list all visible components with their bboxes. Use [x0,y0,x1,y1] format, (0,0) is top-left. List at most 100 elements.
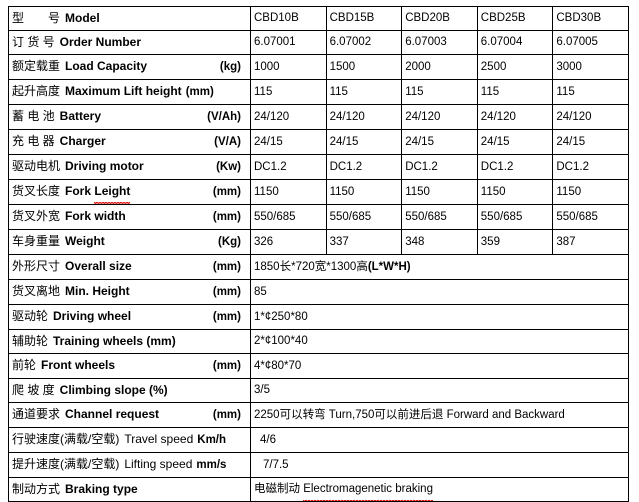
fork-leight-cbd15b: 1150 [325,179,403,205]
table-row: 提升速度(满载/空载) Lifting speed mm/s 7/7.5 [8,452,629,478]
order-number-cbd15b: 6.07002 [325,30,403,55]
label-chinese: 货叉离地 [12,284,61,298]
driving-wheel-label-cell: 驱动轮 Driving wheel (mm) [8,304,251,330]
label-unit: (mm) [212,211,241,223]
label-chinese: 型 号 [12,11,61,25]
label-chinese: 驱动电机 [12,159,61,173]
column-header-cbd30b: CBD30B [552,6,629,31]
lifting-speed-value: 7/7.5 [250,452,629,478]
fork-width-cbd20b: 550/685 [401,204,478,230]
battery-label-cell: 蓄 电 池 Battery (V/Ah) [8,104,251,130]
label-chinese: 额定载重 [12,59,61,73]
fork-leight-cbd30b: 1150 [552,179,629,205]
min-height-label-cell: 货叉离地 Min. Height (mm) [8,279,251,305]
maximum-lift-height-cbd15b: 115 [325,79,403,105]
table-row: 通道要求 Channel request (mm) 2250可以转弯 Turn,750… [8,402,629,428]
label-unit: (mm) [212,409,241,421]
weight-cbd15b: 337 [325,229,403,255]
order-number-cbd30b: 6.07005 [552,30,629,55]
specification-sheet: 型 号 Model CBD10B CBD15B CBD20B CBD25B CBD30B 订 … [8,6,629,502]
order-number-cbd25b: 6.07004 [476,30,554,55]
value-part: 宽 [314,260,327,273]
fork-width-label-cell: 货叉外宽 Fork width (mm) [8,204,251,230]
driving-motor-cbd25b: DC1.2 [476,154,554,180]
table-row: 行驶速度(满载/空载) Travel speed Km/h 4/6 [8,427,629,453]
driving-motor-label-cell: 驱动电机 Driving motor (Kw) [8,154,251,180]
column-header-cbd20b: CBD20B [401,6,478,31]
label-english: Braking type [65,482,138,496]
label-chinese: 通道要求 [12,407,61,421]
label-unit: (mm) [185,86,214,98]
table-row: 前轮 Front wheels (mm) 4*¢80*70 [8,353,629,379]
charger-cbd10b: 24/15 [250,129,327,155]
label-english: Driving motor [65,159,144,173]
driving-motor-cbd30b: DC1.2 [552,154,629,180]
order-number-label-cell: 订 货 号 Order Number [8,30,251,55]
table-row: 货叉外宽 Fork width (mm) 550/685 550/685 550/685 5… [8,204,629,230]
label-english: Fork width [65,209,126,223]
label-english: Fork Leight [65,181,131,204]
label-english: Min. Height [65,284,130,298]
driving-motor-cbd15b: DC1.2 [325,154,403,180]
label-chinese: 蓄 电 池 [12,109,55,123]
weight-cbd10b: 326 [250,229,327,255]
order-number-cbd10b: 6.07001 [250,30,327,55]
label-chinese: 前轮 [12,358,37,372]
maximum-lift-height-label-cell: 起升高度 Maximum Lift height (mm) [8,79,251,105]
column-header-cbd25b: CBD25B [476,6,554,31]
load-capacity-cbd25b: 2500 [476,54,554,80]
fork-width-cbd10b: 550/685 [250,204,327,230]
table-row: 外形尺寸 Overall size (mm) 1850长*720宽*1300高(L*W… [8,254,629,280]
weight-cbd30b: 387 [552,229,629,255]
table-row: 额定载重 Load Capacity (kg) 1000 1500 2000 2500 300… [8,54,629,80]
label-chinese: 行驶速度(满载/空载) [12,432,120,446]
maximum-lift-height-cbd25b: 115 [476,79,554,105]
label-unit: Km/h [197,434,227,446]
label-chinese: 外形尺寸 [12,259,61,273]
front-wheels-value: 4*¢80*70 [250,353,629,379]
value-part: *720 [291,260,315,273]
label-unit: (mm) [212,360,241,372]
label-english: Channel request [65,407,160,421]
climbing-slope-label-cell: 爬 坡 度 Climbing slope (%) [8,378,251,403]
label-english: Lifting speed [124,457,193,471]
fork-width-cbd25b: 550/685 [476,204,554,230]
table-row: 制动方式 Braking type 电磁制动 Electromagenetic br… [8,477,629,502]
label-english: Battery [59,109,102,123]
channel-request-label-cell: 通道要求 Channel request (mm) [8,402,251,428]
label-english: Maximum Lift height [65,84,182,98]
label-english: Weight [65,234,105,248]
overall-size-label-cell: 外形尺寸 Overall size (mm) [8,254,251,280]
table-row: 爬 坡 度 Climbing slope (%) 3/5 [8,378,629,403]
load-capacity-cbd20b: 2000 [401,54,478,80]
fork-leight-cbd10b: 1150 [250,179,327,205]
value-part: *1300 [326,260,357,273]
table-row: 起升高度 Maximum Lift height (mm) 115 115 115 115 1… [8,79,629,105]
label-unit: mm/s [196,459,227,471]
weight-label-cell: 车身重量 Weight (Kg) [8,229,251,255]
label-unit: (V/A) [214,136,241,148]
front-wheels-label-cell: 前轮 Front wheels (mm) [8,353,251,379]
channel-request-value: 2250可以转弯 Turn,750可以前进后退 Forward and Back… [250,402,629,428]
specification-table: 型 号 Model CBD10B CBD15B CBD20B CBD25B CBD30B 订 … [8,6,629,502]
table-row: 货叉离地 Min. Height (mm) 85 [8,279,629,305]
table-row: 订 货 号 Order Number 6.07001 6.07002 6.07003 6.… [8,30,629,55]
label-english: Training wheels (mm) [53,334,176,348]
battery-cbd10b: 24/120 [250,104,327,130]
label-chinese: 爬 坡 度 [12,383,55,397]
fork-leight-label-cell: 货叉长度 Fork Leight (mm) [8,179,251,205]
label-english: Front wheels [41,358,116,372]
label-chinese: 起升高度 [12,84,61,98]
order-number-cbd20b: 6.07003 [401,30,478,55]
battery-cbd15b: 24/120 [325,104,403,130]
spellcheck-underline: Electromagenetic braking [303,479,433,501]
label-english: Driving wheel [53,309,132,323]
column-header-cbd10b: CBD10B [250,6,327,31]
spellcheck-underline: Leight [94,181,131,204]
model-label-cell: 型 号 Model [8,6,251,31]
maximum-lift-height-cbd20b: 115 [401,79,478,105]
charger-cbd15b: 24/15 [325,129,403,155]
weight-cbd25b: 359 [476,229,554,255]
label-unit: (kg) [219,61,241,73]
training-wheels-mm-label-cell: 辅助轮 Training wheels (mm) [8,329,251,354]
